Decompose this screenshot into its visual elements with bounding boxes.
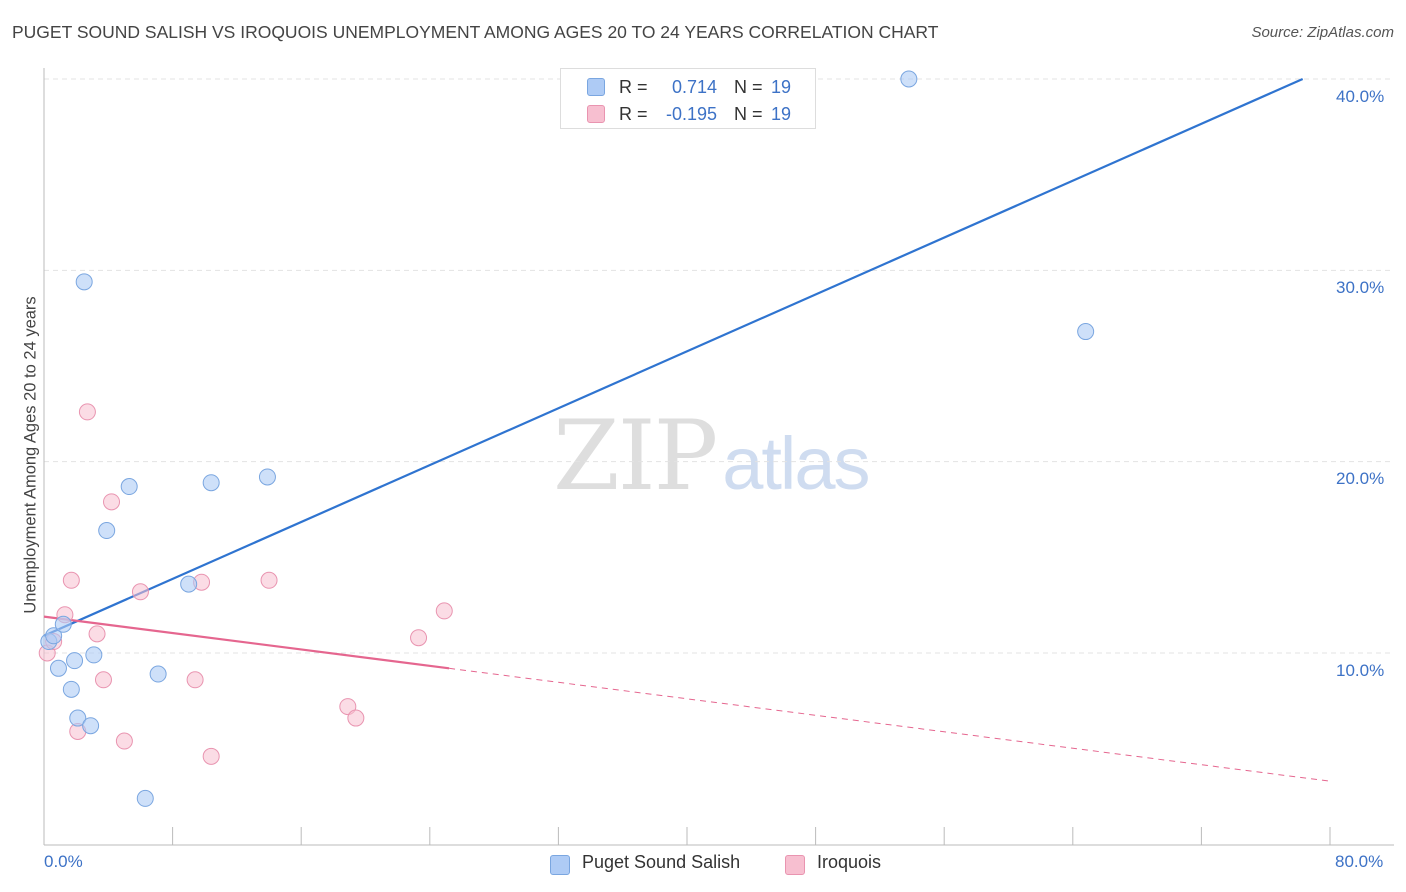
y-tick-label: 10.0% xyxy=(1336,661,1385,680)
correlation-legend: R = 0.714 N = 19 R = -0.195 N = 19 xyxy=(560,68,816,129)
point-iroquois xyxy=(88,625,106,643)
legend-n-label: N = xyxy=(734,104,763,124)
point-puget-sound-salish xyxy=(85,646,103,664)
point-puget-sound-salish xyxy=(62,680,80,698)
y-tick-label: 20.0% xyxy=(1336,469,1385,488)
watermark-atlas: atlas xyxy=(722,422,870,505)
point-puget-sound-salish xyxy=(180,575,198,593)
point-puget-sound-salish xyxy=(69,709,87,727)
point-iroquois xyxy=(131,583,149,601)
y-tick-label: 30.0% xyxy=(1336,278,1385,297)
bottom-legend-puget-sound-salish: Puget Sound Salish xyxy=(582,852,741,872)
point-iroquois xyxy=(435,602,453,620)
point-puget-sound-salish xyxy=(202,474,220,492)
legend-r-label: R = xyxy=(619,104,648,124)
trend-lines xyxy=(43,77,1331,782)
point-iroquois xyxy=(410,629,428,647)
point-puget-sound-salish xyxy=(136,789,154,807)
legend-n-label: N = xyxy=(734,77,763,97)
legend-row-puget-sound-salish: R = 0.714 N = 19 xyxy=(561,74,815,100)
source-label: Source: ZipAtlas.com xyxy=(1251,24,1394,41)
axes xyxy=(43,68,1394,846)
point-puget-sound-salish xyxy=(120,478,138,496)
legend-r-value: 0.714 xyxy=(671,77,717,97)
point-puget-sound-salish xyxy=(82,717,100,735)
point-puget-sound-salish xyxy=(149,665,167,683)
point-puget-sound-salish xyxy=(75,273,93,291)
point-puget-sound-salish xyxy=(98,522,116,540)
point-iroquois xyxy=(260,571,278,589)
legend-r-value: -0.195 xyxy=(665,104,717,124)
legend-r-label: R = xyxy=(619,77,648,97)
trend-line-iroquois-extension xyxy=(449,667,1331,782)
point-puget-sound-salish xyxy=(54,615,72,633)
point-iroquois xyxy=(103,493,121,511)
y-tick-label: 40.0% xyxy=(1336,87,1385,106)
chart-title: PUGET SOUND SALISH VS IROQUOIS UNEMPLOYM… xyxy=(12,22,939,42)
point-puget-sound-salish xyxy=(1077,323,1095,341)
bottom-legend-swatch-pink xyxy=(785,855,805,875)
point-iroquois xyxy=(339,698,357,716)
legend-row-iroquois: R = -0.195 N = 19 xyxy=(561,101,815,127)
bottom-legend-iroquois: Iroquois xyxy=(817,852,882,872)
watermark: ZIPatlas xyxy=(553,400,871,512)
grid-lines xyxy=(44,78,1394,654)
point-iroquois xyxy=(62,571,80,589)
watermark-zip: ZIP xyxy=(553,400,718,512)
point-iroquois xyxy=(202,747,220,765)
x-tick-label-max: 80.0% xyxy=(1335,852,1384,871)
point-puget-sound-salish xyxy=(66,652,84,670)
legend-swatch-pink xyxy=(587,105,605,123)
point-puget-sound-salish xyxy=(45,627,63,645)
point-iroquois xyxy=(347,709,365,727)
x-tick-label-min: 0.0% xyxy=(44,852,83,871)
point-iroquois xyxy=(186,671,204,689)
trend-line-iroquois xyxy=(43,615,450,670)
bottom-legend-swatch-blue xyxy=(550,855,570,875)
trend-line-puget-sound-salish xyxy=(43,77,1304,637)
point-puget-sound-salish xyxy=(49,659,67,677)
legend-n-value: 19 xyxy=(771,104,792,124)
legend-n-value: 19 xyxy=(771,77,792,97)
y-axis-label: Unemployment Among Ages 20 to 24 years xyxy=(21,296,40,614)
point-iroquois xyxy=(94,671,112,689)
data-points xyxy=(38,70,1095,807)
point-iroquois xyxy=(78,403,96,421)
point-puget-sound-salish xyxy=(258,468,276,486)
point-iroquois xyxy=(115,732,133,750)
legend-swatch-blue xyxy=(587,78,605,96)
point-puget-sound-salish xyxy=(900,70,918,88)
